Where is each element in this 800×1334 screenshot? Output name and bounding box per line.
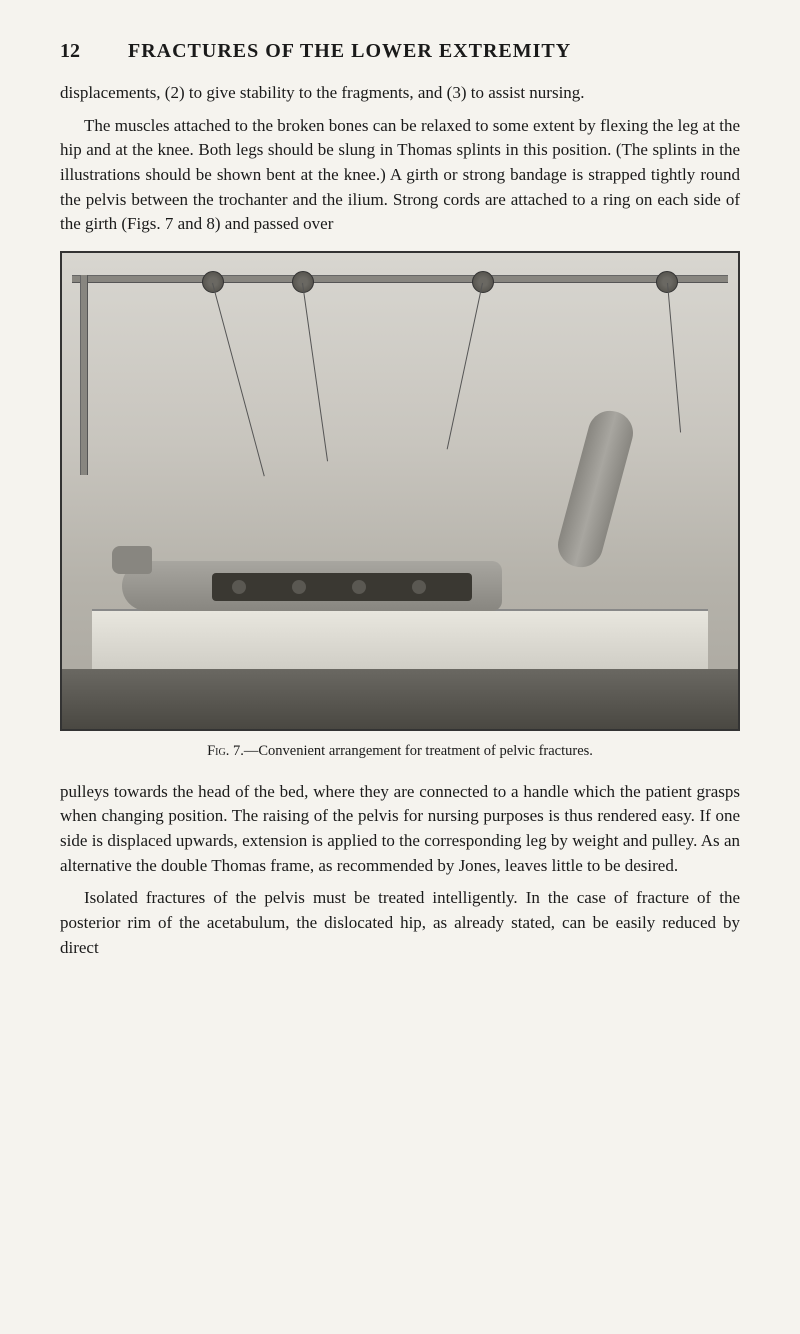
overhead-pipe (72, 275, 728, 283)
page-number: 12 (60, 40, 80, 63)
figure-label: Fig. 7. (207, 743, 244, 759)
splint-ring-icon (412, 580, 426, 594)
paragraph-2: The muscles attached to the broken bones… (60, 114, 740, 237)
figure-caption: Fig. 7.—Convenient arrangement for treat… (60, 743, 740, 760)
traction-cord (212, 283, 265, 476)
splint-ring-icon (232, 580, 246, 594)
figure-illustration (62, 253, 738, 729)
traction-cord (302, 283, 328, 461)
chapter-title: FRACTURES OF THE LOWER EXTREMITY (128, 40, 571, 63)
vertical-pipe (80, 275, 88, 475)
hospital-bed (92, 609, 708, 669)
traction-cord (667, 283, 681, 433)
paragraph-4: Isolated fractures of the pelvis must be… (60, 886, 740, 960)
pulley-icon (472, 271, 494, 293)
patient-leg-raised (553, 406, 638, 572)
figure-7-image (60, 251, 740, 731)
splint-ring-icon (352, 580, 366, 594)
figure-caption-text: —Convenient arrangement for treatment of… (244, 743, 593, 759)
splint-ring-icon (292, 580, 306, 594)
traction-cord (447, 283, 483, 449)
page-header: 12 FRACTURES OF THE LOWER EXTREMITY (60, 40, 740, 63)
thomas-splint (212, 573, 472, 601)
paragraph-1: displacements, (2) to give stability to … (60, 81, 740, 106)
bed-shadow (62, 669, 738, 729)
paragraph-3: pulleys towards the head of the bed, whe… (60, 780, 740, 879)
patient-foot (112, 546, 152, 574)
